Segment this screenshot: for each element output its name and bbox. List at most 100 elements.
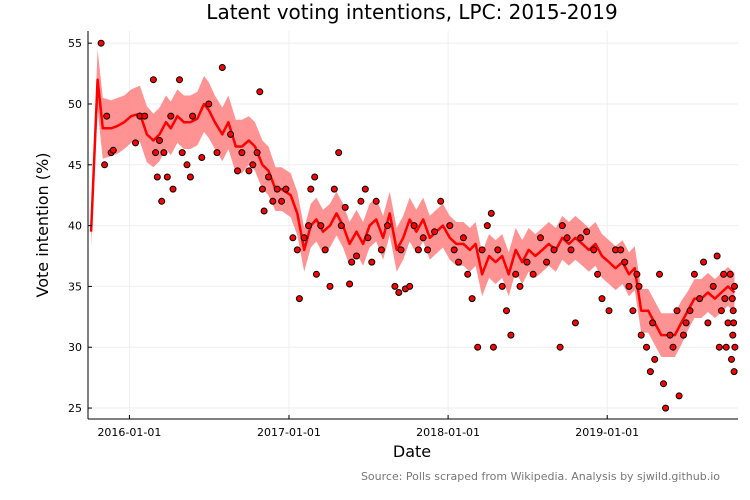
poll-point bbox=[720, 270, 728, 278]
poll-point bbox=[249, 161, 257, 169]
x-tick-label: 2017-01-01 bbox=[257, 426, 321, 439]
y-tick-label: 50 bbox=[68, 98, 82, 111]
poll-point bbox=[529, 270, 537, 278]
poll-point bbox=[563, 234, 571, 242]
poll-point bbox=[346, 280, 354, 288]
poll-point bbox=[227, 130, 235, 138]
poll-point bbox=[446, 222, 454, 230]
y-tick-label: 40 bbox=[68, 220, 82, 233]
poll-point bbox=[341, 203, 349, 211]
poll-point bbox=[238, 149, 246, 157]
poll-point bbox=[556, 343, 564, 351]
y-axis-label: Vote intention (%) bbox=[33, 153, 52, 298]
poll-point bbox=[704, 319, 712, 327]
poll-point bbox=[103, 112, 111, 120]
uncertainty-band-layer bbox=[91, 49, 735, 357]
poll-point bbox=[335, 149, 343, 157]
poll-point bbox=[132, 139, 139, 147]
poll-point bbox=[330, 185, 338, 193]
poll-point bbox=[721, 295, 729, 303]
poll-point bbox=[317, 222, 325, 230]
poll-point bbox=[516, 282, 524, 290]
poll-point bbox=[258, 185, 266, 193]
poll-point bbox=[311, 173, 319, 181]
poll-point bbox=[410, 222, 418, 230]
y-tick-label: 45 bbox=[68, 159, 82, 172]
poll-point bbox=[680, 331, 687, 339]
poll-point bbox=[282, 185, 290, 193]
poll-point bbox=[167, 112, 175, 120]
poll-point bbox=[205, 100, 213, 108]
poll-point bbox=[494, 246, 502, 254]
y-tick-label: 35 bbox=[68, 280, 82, 293]
poll-point bbox=[424, 246, 432, 254]
poll-point bbox=[414, 246, 422, 254]
poll-point bbox=[594, 270, 602, 278]
poll-point bbox=[690, 270, 698, 278]
poll-point bbox=[364, 234, 372, 242]
poll-point bbox=[419, 234, 427, 242]
poll-point bbox=[646, 368, 654, 376]
poll-point bbox=[361, 185, 369, 193]
poll-point bbox=[550, 246, 558, 254]
poll-point bbox=[474, 343, 482, 351]
poll-point bbox=[729, 331, 737, 339]
poll-point bbox=[598, 295, 606, 303]
y-tick-label: 30 bbox=[68, 341, 82, 354]
poll-point bbox=[649, 319, 657, 327]
poll-point bbox=[660, 380, 667, 388]
poll-point bbox=[450, 246, 458, 254]
poll-point bbox=[633, 270, 641, 278]
poll-point bbox=[523, 258, 531, 266]
poll-point bbox=[368, 258, 376, 266]
poll-point bbox=[337, 222, 345, 230]
poll-point bbox=[183, 161, 191, 169]
poll-point bbox=[321, 246, 329, 254]
poll-point bbox=[260, 207, 268, 215]
poll-point bbox=[163, 173, 171, 181]
poll-point bbox=[713, 252, 721, 260]
poll-point bbox=[218, 64, 226, 71]
poll-point bbox=[729, 307, 737, 315]
poll-point bbox=[637, 331, 645, 339]
poll-point bbox=[278, 197, 286, 205]
poll-point bbox=[160, 149, 168, 157]
x-tick-label: 2016-01-01 bbox=[97, 426, 161, 439]
poll-point bbox=[728, 295, 736, 303]
source-caption: Source: Polls scraped from Wikipedia. An… bbox=[361, 470, 720, 483]
poll-point bbox=[437, 197, 445, 205]
poll-point bbox=[577, 234, 585, 242]
poll-point bbox=[625, 282, 633, 290]
poll-point bbox=[635, 282, 643, 290]
poll-point bbox=[643, 343, 650, 351]
poll-point bbox=[675, 392, 683, 400]
poll-point bbox=[468, 295, 476, 303]
poll-point bbox=[300, 234, 308, 242]
poll-points-layer bbox=[97, 39, 739, 412]
poll-point bbox=[326, 282, 334, 290]
poll-point bbox=[397, 246, 405, 254]
poll-point bbox=[512, 270, 520, 278]
poll-point bbox=[152, 149, 160, 157]
poll-point bbox=[567, 246, 575, 254]
poll-point bbox=[543, 258, 551, 266]
poll-point bbox=[348, 258, 356, 266]
poll-point bbox=[307, 185, 315, 193]
axes bbox=[87, 31, 738, 420]
poll-point bbox=[357, 197, 365, 205]
poll-point bbox=[700, 258, 708, 266]
poll-point bbox=[728, 355, 735, 363]
x-ticks: 2016-01-01 2017-01-01 2018-01-01 2019-01-01 bbox=[97, 415, 639, 439]
poll-point bbox=[590, 246, 598, 254]
poll-point bbox=[253, 149, 261, 157]
y-tick-label: 25 bbox=[68, 402, 82, 415]
poll-point bbox=[726, 270, 734, 278]
poll-point bbox=[583, 228, 591, 236]
poll-point bbox=[265, 173, 272, 181]
poll-point bbox=[305, 222, 313, 230]
poll-point bbox=[651, 355, 659, 363]
poll-point bbox=[558, 222, 566, 230]
y-ticks: 25 30 35 40 45 50 55 bbox=[68, 37, 92, 415]
poll-point bbox=[571, 319, 579, 327]
